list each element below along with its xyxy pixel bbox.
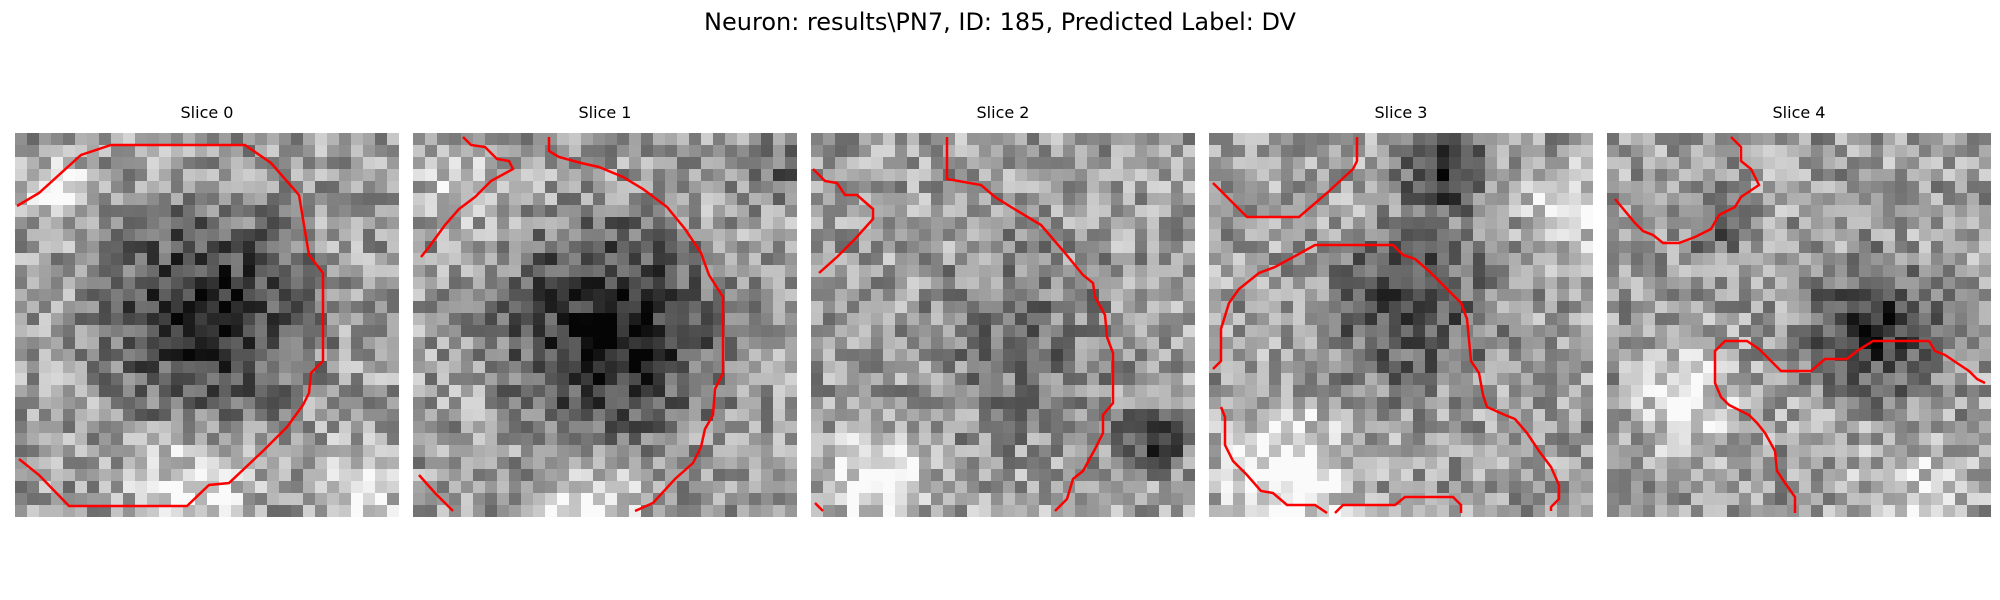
slice-panel-2: Slice 2 xyxy=(811,103,1195,517)
slice-title-1: Slice 1 xyxy=(578,103,632,122)
slice-title-2: Slice 2 xyxy=(976,103,1030,122)
grayscale-pixels-3 xyxy=(1209,133,1593,517)
slice-title-0: Slice 0 xyxy=(180,103,234,122)
slice-panel-1: Slice 1 xyxy=(413,103,797,517)
contour-line-3 xyxy=(1212,137,1359,219)
contour-line-4b xyxy=(1713,339,1986,513)
grayscale-pixels-2 xyxy=(811,133,1195,517)
contour-line-3d xyxy=(1334,495,1463,514)
slice-panel-3: Slice 3 xyxy=(1209,103,1593,517)
contour-line-3b xyxy=(1212,243,1561,511)
contour-line-1c xyxy=(418,474,454,512)
contour-line-2b xyxy=(945,137,1115,512)
slice-image-0 xyxy=(15,133,399,517)
contour-line-4 xyxy=(1614,136,1761,245)
figure-title: Neuron: results\PN7, ID: 185, Predicted … xyxy=(704,8,1296,36)
slice-image-2 xyxy=(811,133,1195,517)
contour-line-0 xyxy=(16,143,325,508)
grayscale-pixels-4 xyxy=(1607,133,1991,517)
contour-line-2 xyxy=(812,168,875,274)
slice-image-3 xyxy=(1209,133,1593,517)
slice-panel-0: Slice 0 xyxy=(15,103,399,517)
contour-line-2c xyxy=(814,502,824,512)
grayscale-pixels-1 xyxy=(413,133,797,517)
slice-panel-4: Slice 4 xyxy=(1607,103,1991,517)
slice-title-3: Slice 3 xyxy=(1374,103,1428,122)
grayscale-pixels-0 xyxy=(15,133,399,517)
slice-title-4: Slice 4 xyxy=(1772,103,1826,122)
contour-line-1b xyxy=(547,137,725,513)
contour-line-1 xyxy=(420,136,515,258)
contour-line-3c xyxy=(1219,406,1328,515)
slice-image-4 xyxy=(1607,133,1991,517)
slice-image-1 xyxy=(413,133,797,517)
